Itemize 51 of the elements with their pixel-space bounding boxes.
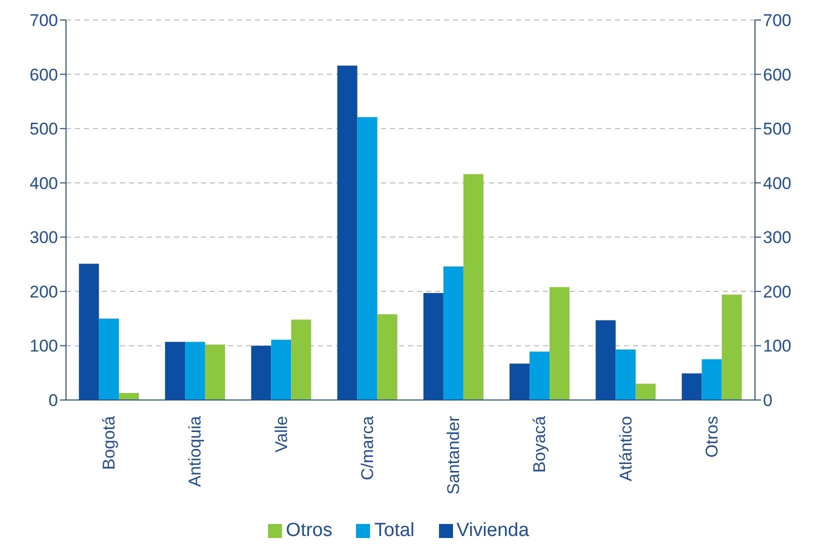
- bar: [98, 318, 119, 400]
- bar: [185, 342, 206, 400]
- y2-tick-label: 500: [763, 120, 792, 139]
- bar: [78, 264, 99, 400]
- y-tick-label: 300: [30, 228, 58, 248]
- x-tick-label: Valle: [272, 416, 291, 453]
- legend-label: Total: [374, 520, 415, 541]
- bar: [291, 320, 312, 400]
- bar: [251, 346, 272, 400]
- bar: [443, 266, 464, 400]
- bar: [205, 344, 226, 400]
- bar: [118, 392, 139, 400]
- x-tick-label: Santander: [444, 416, 464, 494]
- bar: [337, 66, 358, 400]
- y-tick-label: 700: [30, 11, 58, 30]
- y2-tick-label: 200: [763, 282, 792, 302]
- bar: [165, 342, 186, 400]
- x-tick-label: Boyacá: [530, 415, 550, 473]
- bar: [550, 287, 570, 400]
- bar: [423, 293, 444, 400]
- y2-tick-label: 400: [763, 174, 792, 193]
- bar: [616, 350, 636, 400]
- bar: [596, 320, 616, 400]
- bar: [702, 359, 722, 400]
- x-tick-label: C/marca: [358, 415, 377, 480]
- x-tick-label: Atlántico: [616, 416, 636, 482]
- x-tick-label: Antioquia: [186, 415, 205, 487]
- bar: [357, 117, 378, 400]
- y2-tick-label: 0: [763, 391, 772, 410]
- y-tick-label: 200: [30, 282, 58, 302]
- y2-tick-label: 300: [763, 228, 792, 248]
- x-tick-label: Bogotá: [100, 415, 119, 470]
- y2-tick-label: 600: [763, 65, 792, 84]
- y-tick-label: 0: [48, 391, 58, 410]
- bar: [722, 294, 742, 400]
- bar: [530, 352, 550, 400]
- x-tick-label: Otros: [702, 416, 722, 458]
- legend-label: Vivienda: [456, 520, 530, 541]
- bar: [510, 364, 530, 400]
- y2-tick-label: 100: [763, 336, 792, 356]
- bar: [271, 340, 292, 400]
- legend-label: Otros: [286, 520, 332, 541]
- bar: [636, 384, 656, 400]
- bar: [377, 314, 398, 400]
- y-tick-label: 600: [30, 65, 58, 84]
- bar: [682, 373, 702, 400]
- y-tick-label: 100: [30, 336, 58, 356]
- y2-tick-label: 700: [763, 11, 792, 30]
- y-tick-label: 400: [30, 174, 58, 193]
- y-tick-label: 500: [30, 120, 58, 139]
- bar: [463, 174, 484, 400]
